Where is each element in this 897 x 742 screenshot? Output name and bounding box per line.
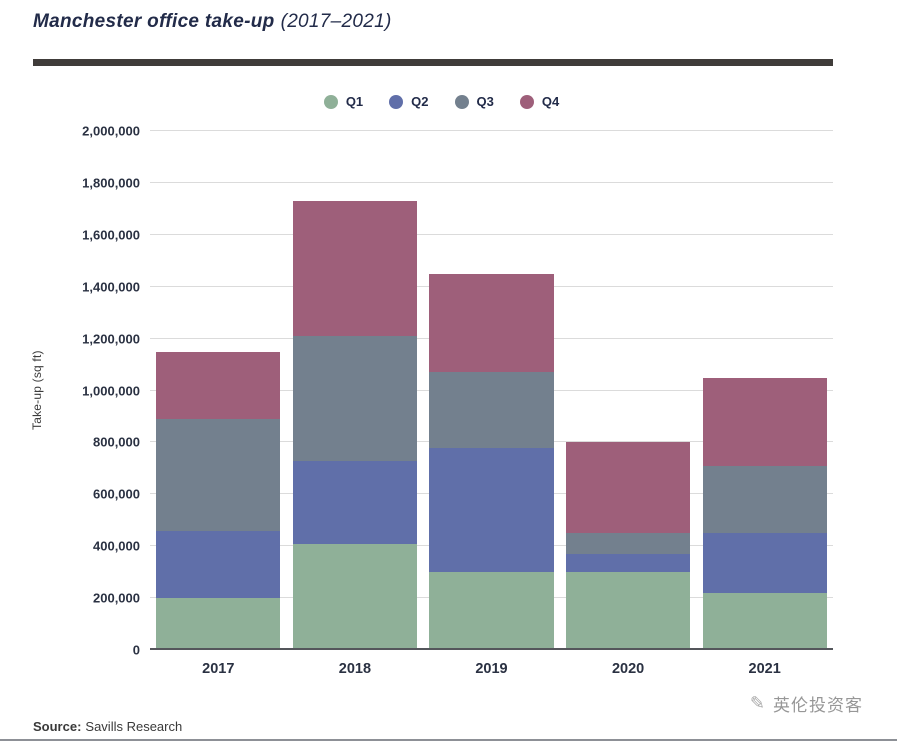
bar-segment-2021-q2 (702, 533, 827, 593)
y-tick-label-1000000: 1,000,000 (82, 383, 140, 398)
bar-segment-2017-q3 (156, 419, 281, 531)
gridline-0 (150, 648, 833, 650)
legend-swatch-q4 (519, 94, 534, 109)
y-tick-label-400000: 400,000 (93, 538, 140, 554)
y-tick-label-200000: 200,000 (93, 590, 140, 606)
source-value: Savills Research (85, 719, 183, 734)
gridline-1800000 (150, 181, 833, 183)
y-axis-tick-labels: 0 200,000 400,000 600,000 800,000 1,000,000 1,… (0, 124, 140, 658)
bar-segment-2020-q2 (565, 554, 691, 573)
watermark-logo-icon: ✎ (749, 693, 766, 713)
bar-segment-2019-q4 (429, 273, 554, 373)
legend-label-q3: Q3 (476, 94, 494, 109)
x-tick-label-2018: 2018 (338, 661, 372, 677)
x-tick-label-2017: 2017 (202, 661, 235, 677)
legend-swatch-q2 (389, 94, 404, 109)
x-tick-label-2021: 2021 (748, 661, 781, 677)
bar-segment-2018-q4 (292, 201, 418, 337)
gridline-1600000 (150, 233, 833, 235)
bar-segment-2020-q4 (565, 442, 691, 534)
y-tick-label-1800000: 1,800,000 (82, 175, 140, 191)
bottom-rule (0, 739, 897, 741)
gridline-2000000 (150, 130, 833, 131)
bar-segment-2018-q2 (292, 460, 418, 544)
plot-area (150, 130, 833, 650)
legend-item-q1: Q1 (323, 94, 364, 109)
bar-segment-2017-q4 (156, 351, 281, 420)
bar-segment-2017-q1 (156, 598, 281, 650)
watermark: ✎ 英伦投资客 (750, 691, 863, 716)
y-tick-label-1400000: 1,400,000 (82, 279, 140, 295)
y-tick-label-0: 0 (132, 642, 140, 658)
legend-item-q3: Q3 (454, 94, 494, 109)
bar-segment-2021-q3 (702, 465, 827, 534)
chart-legend: Q1 Q2 Q3 Q4 (100, 94, 783, 109)
bar-segment-2020-q1 (565, 572, 691, 650)
x-axis-tick-labels: 2017 2018 2019 2020 2021 (150, 661, 833, 683)
bar-segment-2020-q3 (565, 533, 691, 554)
bar-segment-2019-q2 (429, 447, 554, 573)
y-tick-label-1200000: 1,200,000 (82, 331, 140, 347)
bar-segment-2019-q1 (429, 572, 554, 650)
page-title: Manchester office take-up (2017–2021) (33, 11, 392, 33)
legend-swatch-q1 (323, 94, 338, 109)
legend-item-q2: Q2 (389, 94, 429, 109)
source-label: Source: (33, 719, 82, 734)
y-tick-label-800000: 800,000 (93, 434, 140, 450)
legend-swatch-q3 (454, 94, 469, 109)
source-note: Source: Savills Research (33, 719, 182, 734)
legend-label-q4: Q4 (541, 94, 560, 109)
watermark-text: 英伦投资客 (773, 696, 863, 715)
y-tick-label-2000000: 2,000,000 (82, 123, 140, 139)
bar-segment-2018-q1 (292, 543, 418, 650)
x-tick-label-2020: 2020 (611, 661, 645, 677)
title-period: (2017–2021) (280, 11, 392, 32)
bar-segment-2017-q2 (156, 530, 281, 599)
header-rule (33, 59, 833, 66)
y-tick-label-600000: 600,000 (93, 486, 140, 502)
bar-segment-2021-q1 (702, 592, 827, 650)
legend-label-q1: Q1 (345, 94, 364, 109)
legend-label-q2: Q2 (411, 94, 429, 109)
y-tick-label-1600000: 1,600,000 (82, 227, 140, 243)
bar-segment-2019-q3 (429, 372, 554, 448)
title-main: Manchester office take-up (33, 11, 275, 32)
bar-segment-2018-q3 (292, 336, 418, 461)
legend-item-q4: Q4 (519, 94, 560, 109)
bar-segment-2021-q4 (702, 377, 827, 466)
x-tick-label-2019: 2019 (475, 661, 508, 677)
